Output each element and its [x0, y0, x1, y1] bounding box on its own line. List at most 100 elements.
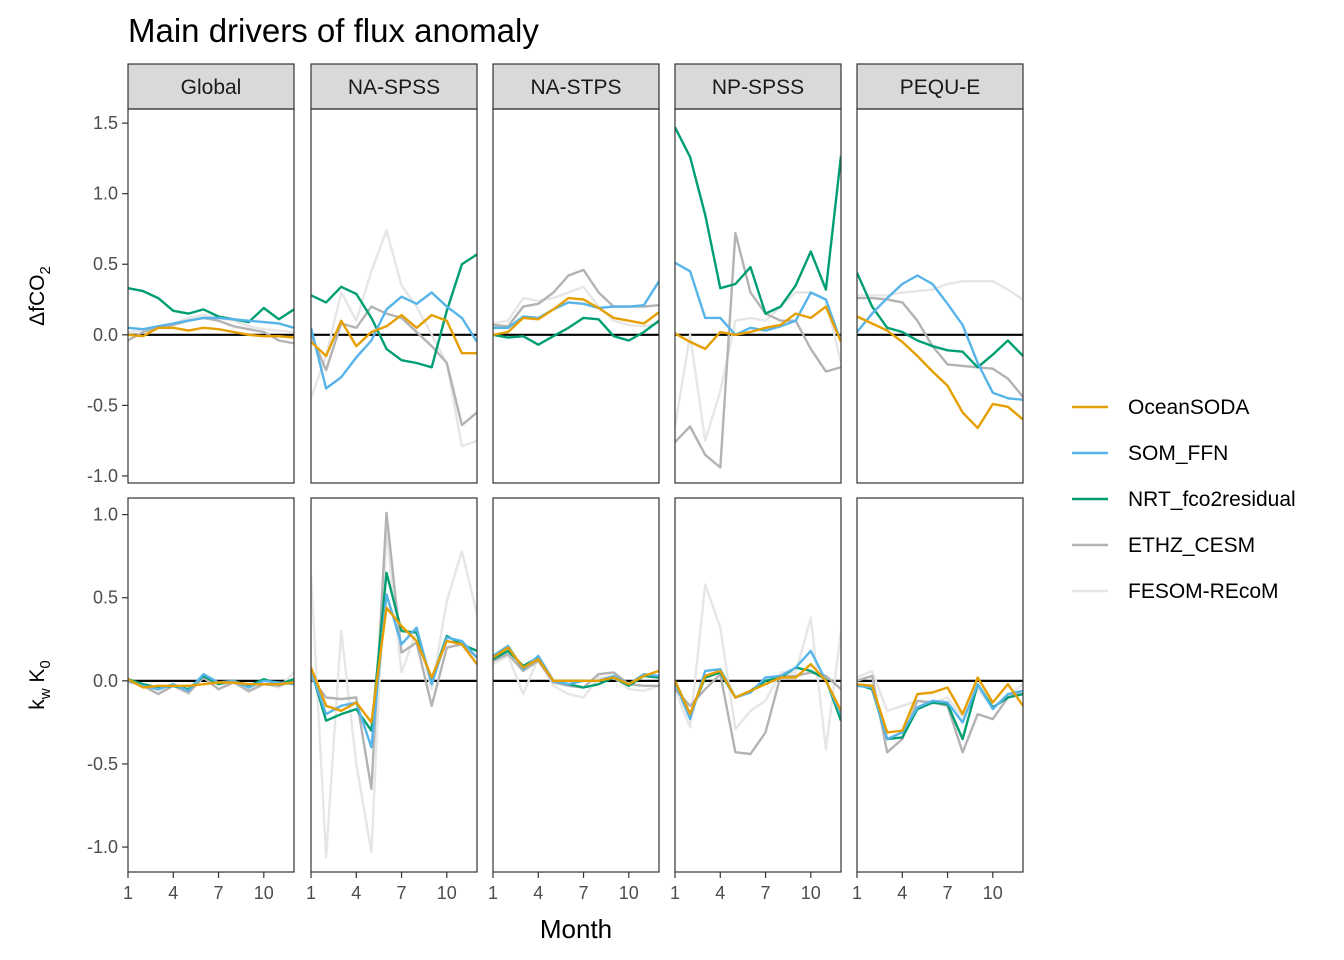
x-tick-label: 1 — [123, 883, 133, 903]
x-tick-label: 10 — [254, 883, 274, 903]
series-line-NRT_fco2residual — [493, 316, 659, 346]
facet-strip-PEQU-E — [856, 63, 1024, 110]
facet-label-NP-SPSS: NP-SPSS — [712, 76, 804, 99]
series-line-OceanSODA — [311, 606, 477, 724]
legend: OceanSODA SOM_FFN NRT_fco2residual ETHZ_CES… — [1072, 396, 1296, 603]
x-tick-label: 4 — [533, 883, 543, 903]
panel-kwk0-Global: -1.0 -0.5 0.0 0.5 1.0 1 4 7 10 — [87, 497, 295, 903]
x-tick-label: 10 — [983, 883, 1003, 903]
series-line-SOM_FFN — [857, 683, 1023, 741]
panel-kwk0-NP-SPSS: 1 4 7 10 — [670, 497, 842, 903]
panel-dfco2-PEQU-E — [856, 108, 1024, 484]
series-line-FESOM-REcoM — [493, 654, 659, 699]
y-tick-label: -0.5 — [87, 754, 118, 774]
series-line-OceanSODA — [128, 678, 294, 689]
y-tick-label: 1.5 — [93, 113, 118, 133]
series-line-NRT_fco2residual — [857, 272, 1023, 369]
series-line-ETHZ_CESM — [311, 305, 477, 427]
panel-border — [310, 108, 478, 484]
panel-dfco2-NA-SPSS — [310, 108, 478, 484]
facet-strip-NP-SPSS — [674, 63, 842, 110]
legend-label: ETHZ_CESM — [1128, 534, 1255, 557]
y-tick-label: 1.0 — [93, 505, 118, 525]
facet-strip-NA-SPSS — [310, 63, 478, 110]
panel-border — [856, 497, 1024, 873]
series-line-OceanSODA — [311, 313, 477, 358]
x-tick-label: 1 — [852, 883, 862, 903]
x-tick-label: 1 — [670, 883, 680, 903]
series-line-SOM_FFN — [128, 316, 294, 331]
legend-label: OceanSODA — [1128, 396, 1249, 419]
x-tick-label: 4 — [715, 883, 725, 903]
y-tick-label: -1.0 — [87, 466, 118, 486]
legend-label: NRT_fco2residual — [1128, 488, 1296, 511]
series-line-SOM_FFN — [311, 593, 477, 749]
series-line-SOM_FFN — [675, 649, 841, 721]
y-axis-title-kwk0: kw K0 — [26, 660, 54, 710]
panel-kwk0-NA-SPSS: 1 4 7 10 — [306, 497, 478, 903]
x-tick-label: 4 — [168, 883, 178, 903]
series-line-OceanSODA — [493, 646, 659, 686]
legend-item-OceanSODA: OceanSODA — [1072, 396, 1249, 419]
panel-border — [674, 497, 842, 873]
x-tick-label: 7 — [214, 883, 224, 903]
facet-strip-NA-STPS — [492, 63, 660, 110]
series-line-OceanSODA — [857, 315, 1023, 430]
x-tick-label: 7 — [761, 883, 771, 903]
series-line-FESOM-REcoM — [493, 285, 659, 328]
series-line-SOM_FFN — [311, 291, 477, 390]
facet-label-NA-STPS: NA-STPS — [530, 76, 621, 99]
y-axis-title-dfco2: ΔfCO2 — [26, 266, 54, 326]
x-tick-label: 4 — [897, 883, 907, 903]
series-line-NRT_fco2residual — [311, 253, 477, 369]
facet-label-Global: Global — [181, 76, 242, 99]
panel-border — [127, 497, 295, 873]
legend-label: FESOM-REcoM — [1128, 580, 1279, 603]
panel-kwk0-NA-STPS: 1 4 7 10 — [488, 497, 660, 903]
series-line-ETHZ_CESM — [675, 231, 841, 469]
x-tick-label: 7 — [579, 883, 589, 903]
y-tick-label: 0.5 — [93, 254, 118, 274]
x-tick-label: 1 — [306, 883, 316, 903]
y-tick-label: 0.0 — [93, 325, 118, 345]
series-line-FESOM-REcoM — [857, 280, 1023, 301]
facet-strip-Global — [127, 63, 295, 110]
x-tick-label: 7 — [397, 883, 407, 903]
panel-border — [310, 497, 478, 873]
series-line-SOM_FFN — [128, 673, 294, 692]
panel-border — [492, 497, 660, 873]
x-tick-label: 1 — [488, 883, 498, 903]
facet-label-PEQU-E: PEQU-E — [900, 76, 981, 99]
series-line-NRT_fco2residual — [675, 126, 841, 315]
series-line-OceanSODA — [675, 663, 841, 716]
legend-label: SOM_FFN — [1128, 442, 1228, 465]
series-line-OceanSODA — [493, 296, 659, 336]
series-line-ETHZ_CESM — [311, 511, 477, 791]
panel-kwk0-PEQU-E: 1 4 7 10 — [852, 497, 1024, 903]
panel-border — [674, 108, 842, 484]
legend-item-ETHZ_CESM: ETHZ_CESM — [1072, 534, 1255, 557]
panel-border — [492, 108, 660, 484]
chart-title: Main drivers of flux anomaly — [128, 12, 539, 49]
panel-dfco2-NA-STPS — [492, 108, 660, 484]
x-tick-label: 10 — [801, 883, 821, 903]
legend-item-FESOM-REcoM: FESOM-REcoM — [1072, 580, 1279, 603]
panel-dfco2-NP-SPSS — [674, 108, 842, 484]
series-line-OceanSODA — [857, 676, 1023, 734]
y-axis-titles: ΔfCO2 kw K0 — [26, 266, 54, 710]
series-line-NRT_fco2residual — [128, 287, 294, 324]
y-tick-label: 0.5 — [93, 588, 118, 608]
facet-label-NA-SPSS: NA-SPSS — [348, 76, 440, 99]
series-line-SOM_FFN — [493, 280, 659, 329]
x-axis-title: Month — [540, 914, 612, 944]
series-line-FESOM-REcoM — [675, 583, 841, 751]
series-line-SOM_FFN — [857, 274, 1023, 401]
y-tick-label: -0.5 — [87, 395, 118, 415]
legend-item-SOM_FFN: SOM_FFN — [1072, 442, 1228, 465]
panel-grid: Global -1.0 -0.5 0.0 0.5 1.0 1.5 -1.0 -0.5 0.0 0.5… — [87, 63, 1024, 903]
series-line-OceanSODA — [128, 326, 294, 339]
y-tick-label: -1.0 — [87, 837, 118, 857]
panel-border — [127, 108, 295, 484]
x-tick-label: 7 — [943, 883, 953, 903]
